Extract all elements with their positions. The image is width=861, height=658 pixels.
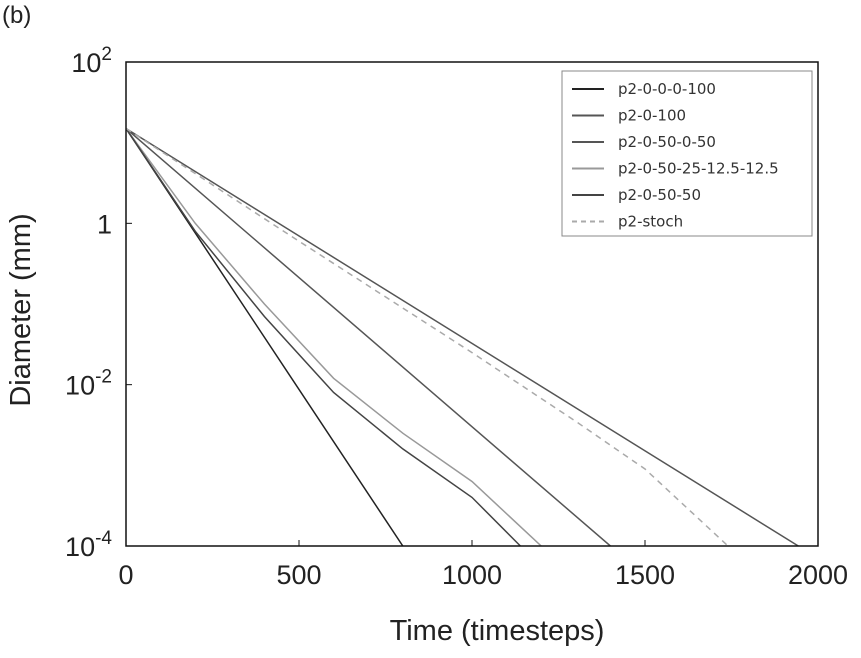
legend-label-5: p2-0-50-50 (618, 186, 701, 204)
x-axis: 0 500 1000 1500 2000 (118, 540, 848, 590)
x-tick-label: 2000 (788, 560, 848, 590)
y-tick-label: 10-4 (65, 528, 112, 562)
series-line-6 (126, 127, 729, 546)
y-tick-label: 102 (71, 44, 112, 78)
x-tick-label: 1500 (615, 560, 675, 590)
y-axis: 10-4 10-2 1 102 (65, 44, 132, 562)
y-axis-label: Diameter (mm) (5, 213, 37, 406)
x-tick-label: 1000 (442, 560, 502, 590)
legend-label-2: p2-0-100 (618, 107, 686, 125)
y-tick-label: 10-2 (65, 367, 112, 401)
series-line-4 (126, 128, 542, 546)
series-line-3 (126, 127, 799, 546)
legend-label-1: p2-0-0-0-100 (618, 80, 716, 98)
legend-label-4: p2-0-50-25-12.5-12.5 (618, 160, 779, 178)
x-axis-label: Time (timesteps) (390, 615, 605, 647)
series-line-5 (126, 128, 521, 546)
x-tick-label: 0 (118, 560, 133, 590)
legend-label-6: p2-stoch (618, 213, 683, 231)
x-tick-label: 500 (276, 560, 321, 590)
legend: p2-0-0-0-100 p2-0-100 p2-0-50-0-50 p2-0-50-… (561, 70, 813, 237)
series-layer (126, 127, 799, 546)
series-line-2 (126, 127, 611, 546)
legend-box (561, 70, 813, 237)
panel-label: (b) (2, 2, 32, 29)
y-tick-label: 1 (97, 209, 112, 239)
legend-label-3: p2-0-50-0-50 (618, 133, 716, 151)
